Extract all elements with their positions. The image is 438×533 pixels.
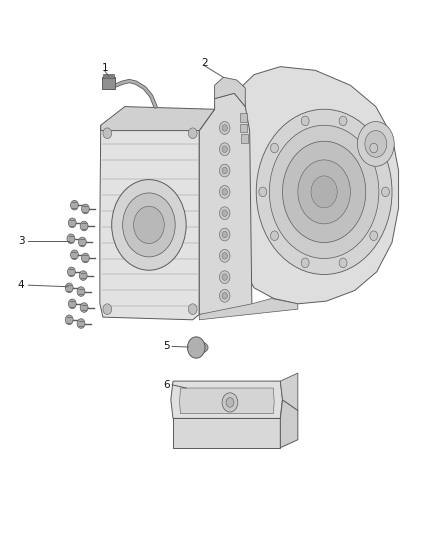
Circle shape [67, 267, 75, 277]
Bar [240, 113, 247, 122]
Circle shape [187, 337, 205, 358]
Circle shape [77, 287, 85, 296]
Polygon shape [180, 388, 274, 414]
Circle shape [222, 253, 227, 259]
Polygon shape [101, 107, 215, 131]
Circle shape [68, 299, 76, 309]
Circle shape [259, 187, 267, 197]
Circle shape [219, 249, 230, 262]
Text: 2: 2 [201, 58, 208, 68]
Text: 5: 5 [163, 342, 170, 351]
Circle shape [81, 204, 89, 214]
Polygon shape [171, 381, 283, 418]
Polygon shape [280, 373, 298, 410]
Circle shape [219, 228, 230, 241]
Circle shape [269, 125, 379, 259]
Circle shape [222, 293, 227, 299]
Polygon shape [100, 125, 199, 320]
Circle shape [301, 116, 309, 126]
Text: 4: 4 [18, 280, 25, 290]
Circle shape [271, 143, 279, 153]
Circle shape [219, 185, 230, 198]
Circle shape [71, 200, 78, 210]
Circle shape [219, 271, 230, 284]
Circle shape [222, 146, 227, 152]
Bar [240, 124, 247, 132]
Circle shape [301, 258, 309, 268]
Circle shape [222, 231, 227, 238]
Circle shape [80, 303, 88, 312]
Circle shape [71, 250, 78, 260]
Circle shape [219, 122, 230, 134]
Circle shape [219, 289, 230, 302]
Circle shape [222, 167, 227, 174]
Circle shape [339, 116, 347, 126]
Circle shape [77, 319, 85, 328]
Polygon shape [215, 77, 245, 107]
Polygon shape [243, 67, 399, 304]
Circle shape [222, 210, 227, 216]
Circle shape [79, 271, 87, 280]
Circle shape [103, 128, 112, 139]
Bar [241, 134, 248, 143]
Circle shape [65, 315, 73, 325]
Circle shape [67, 234, 75, 244]
Circle shape [365, 131, 387, 157]
Circle shape [123, 193, 175, 257]
Circle shape [298, 160, 350, 224]
Circle shape [188, 304, 197, 314]
Circle shape [256, 109, 392, 274]
Circle shape [219, 207, 230, 220]
Circle shape [357, 122, 394, 166]
Polygon shape [173, 418, 280, 448]
Circle shape [283, 141, 366, 243]
Circle shape [134, 206, 164, 244]
Bar [103, 74, 114, 78]
Circle shape [68, 218, 76, 228]
Circle shape [81, 253, 89, 263]
Circle shape [271, 231, 279, 240]
Circle shape [188, 128, 197, 139]
Ellipse shape [191, 342, 208, 353]
Circle shape [222, 189, 227, 195]
Circle shape [78, 237, 86, 247]
Circle shape [80, 221, 88, 231]
Circle shape [103, 304, 112, 314]
Polygon shape [280, 400, 298, 448]
Text: 6: 6 [163, 380, 170, 390]
Circle shape [381, 187, 389, 197]
Circle shape [222, 125, 227, 131]
Circle shape [226, 398, 234, 407]
Circle shape [370, 231, 378, 240]
Text: 3: 3 [18, 236, 25, 246]
Circle shape [112, 180, 186, 270]
Circle shape [222, 274, 227, 280]
Circle shape [339, 258, 347, 268]
Polygon shape [199, 93, 252, 314]
Circle shape [65, 283, 73, 293]
Circle shape [219, 164, 230, 177]
Bar [102, 77, 115, 89]
Circle shape [311, 176, 337, 208]
Circle shape [222, 393, 238, 412]
Circle shape [370, 143, 378, 153]
Text: 1: 1 [102, 63, 109, 73]
Polygon shape [199, 298, 298, 320]
Circle shape [219, 143, 230, 156]
